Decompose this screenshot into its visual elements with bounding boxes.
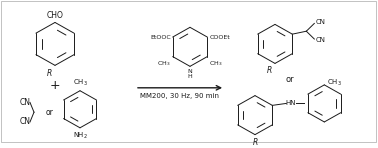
Text: COOEt: COOEt bbox=[209, 35, 230, 40]
Text: CH$_3$: CH$_3$ bbox=[73, 78, 87, 88]
Text: CN: CN bbox=[315, 19, 325, 25]
Text: R: R bbox=[267, 66, 272, 75]
Text: CH$_3$: CH$_3$ bbox=[209, 59, 223, 68]
Text: or: or bbox=[46, 108, 54, 117]
Text: EtOOC: EtOOC bbox=[150, 35, 171, 40]
Text: R: R bbox=[253, 137, 258, 147]
Text: +: + bbox=[50, 79, 60, 92]
Text: CN: CN bbox=[20, 118, 31, 126]
Text: MM200, 30 Hz, 90 min: MM200, 30 Hz, 90 min bbox=[141, 93, 220, 99]
Text: CN: CN bbox=[20, 98, 31, 107]
Text: CH$_3$: CH$_3$ bbox=[327, 78, 342, 88]
Text: CH$_3$: CH$_3$ bbox=[157, 59, 171, 68]
Text: or: or bbox=[286, 75, 294, 85]
Text: NH$_2$: NH$_2$ bbox=[73, 131, 87, 141]
Text: N: N bbox=[187, 69, 192, 74]
Text: CHO: CHO bbox=[46, 11, 64, 20]
Text: H: H bbox=[187, 74, 192, 79]
Text: R: R bbox=[47, 69, 52, 78]
Text: HN: HN bbox=[285, 100, 296, 106]
Text: CN: CN bbox=[315, 37, 325, 43]
